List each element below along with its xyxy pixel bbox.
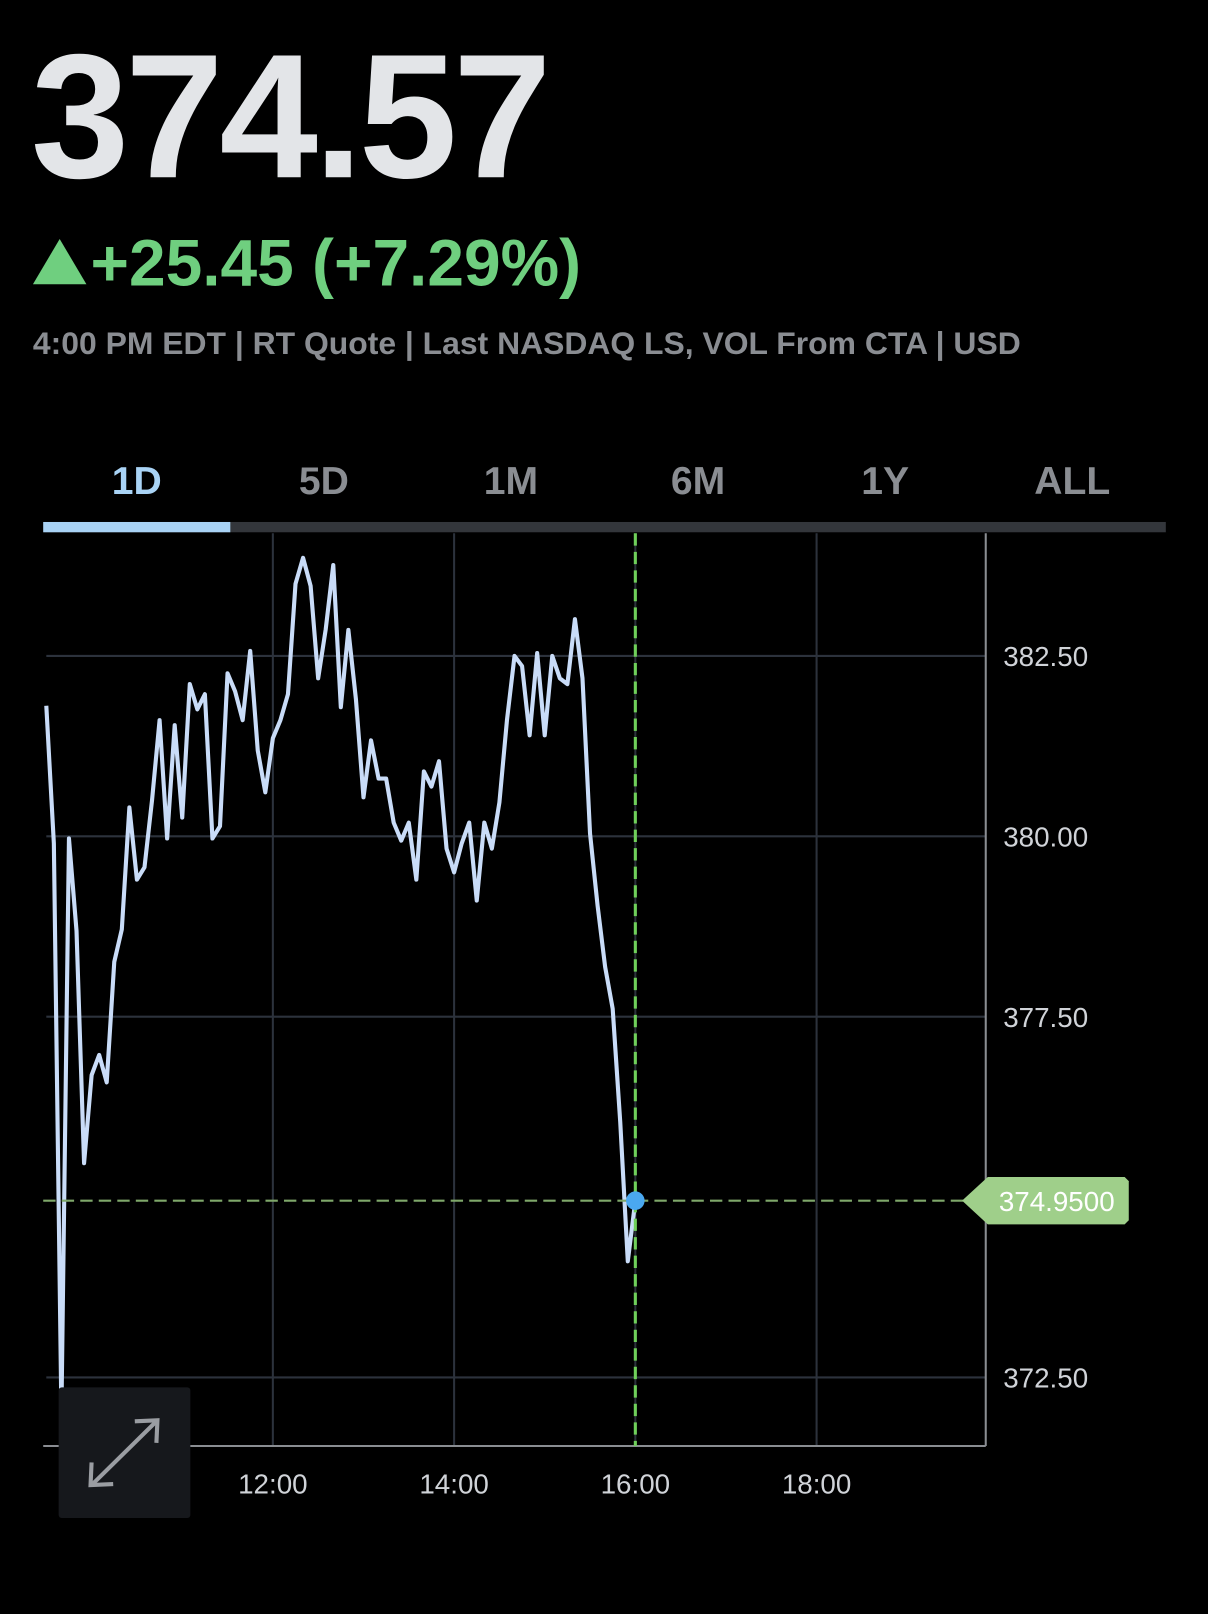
active-tab-indicator — [43, 521, 231, 533]
y-tick-label: 377.50 — [1003, 1002, 1088, 1033]
expand-icon — [88, 1418, 160, 1488]
x-tick-label: 18:00 — [782, 1468, 851, 1499]
y-tick-label: 380.00 — [1003, 822, 1088, 853]
price-change: +25.45 (+7.29%) — [91, 225, 582, 299]
price-tag-label: 374.9500 — [999, 1186, 1115, 1217]
x-tick-label: 12:00 — [238, 1468, 307, 1499]
range-tab[interactable]: ALL — [1034, 460, 1110, 503]
y-tick-label: 382.50 — [1003, 641, 1088, 672]
range-tab[interactable]: 6M — [671, 460, 725, 503]
quote-meta: 4:00 PM EDT | RT Quote | Last NASDAQ LS,… — [33, 325, 1021, 361]
range-tab[interactable]: 1D — [112, 460, 162, 503]
range-tab[interactable]: 5D — [299, 460, 349, 503]
tab-track — [43, 521, 1166, 533]
up-arrow — [32, 239, 87, 285]
y-tick-label: 372.50 — [1003, 1363, 1088, 1394]
price-tag — [962, 1177, 1129, 1225]
range-tab[interactable]: 1M — [484, 460, 538, 503]
price-line — [44, 555, 638, 1415]
cursor-dot — [626, 1191, 645, 1210]
price: 374.57 — [31, 17, 548, 215]
range-tab[interactable]: 1Y — [861, 460, 909, 503]
x-tick-label: 14:00 — [419, 1468, 488, 1499]
x-tick-label: 16:00 — [601, 1468, 670, 1499]
